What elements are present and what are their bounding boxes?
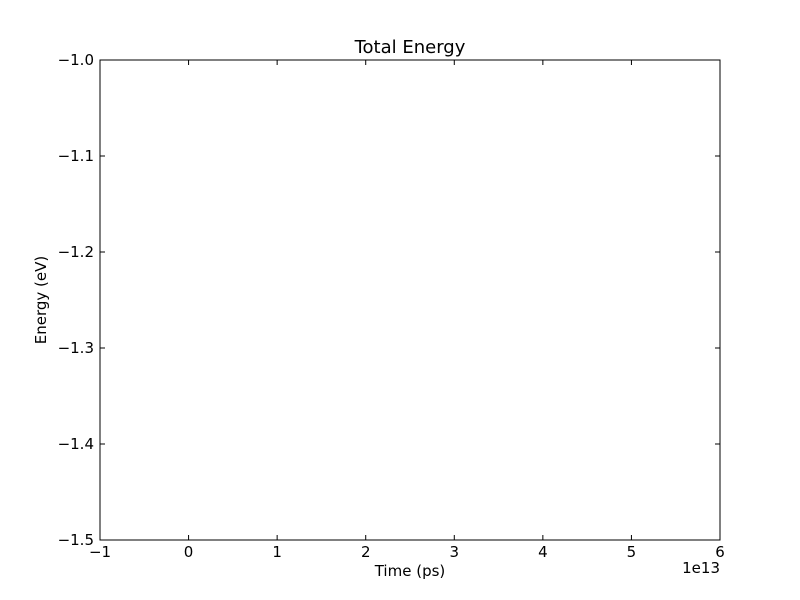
y-tick-label: −1.1: [58, 147, 94, 165]
x-tick-label: 5: [627, 543, 637, 561]
x-tick-label: −1: [89, 543, 111, 561]
x-tick-label: 4: [538, 543, 548, 561]
y-tick-label: −1.5: [58, 531, 94, 549]
chart-title: Total Energy: [354, 37, 466, 58]
x-tick-label: 1: [272, 543, 282, 561]
y-tick-label: −1.0: [58, 51, 94, 69]
y-tick-label: −1.4: [58, 435, 94, 453]
x-tick-label: 2: [361, 543, 371, 561]
x-tick-label: 0: [184, 543, 194, 561]
x-axis-offset-label: 1e13: [682, 559, 720, 577]
x-axis-label: Time (ps): [374, 562, 446, 580]
x-tick-label: 6: [715, 543, 725, 561]
y-tick-label: −1.2: [58, 243, 94, 261]
y-axis-ticks: −1.0 −1.1 −1.2 −1.3 −1.4 −1.5: [58, 51, 720, 549]
x-tick-label: 3: [450, 543, 460, 561]
plot-area: [99, 59, 721, 541]
y-axis-label: Energy (eV): [32, 256, 50, 344]
x-axis-ticks: −1 0 1 2 3 4 5 6: [89, 60, 725, 561]
y-tick-label: −1.3: [58, 339, 94, 357]
